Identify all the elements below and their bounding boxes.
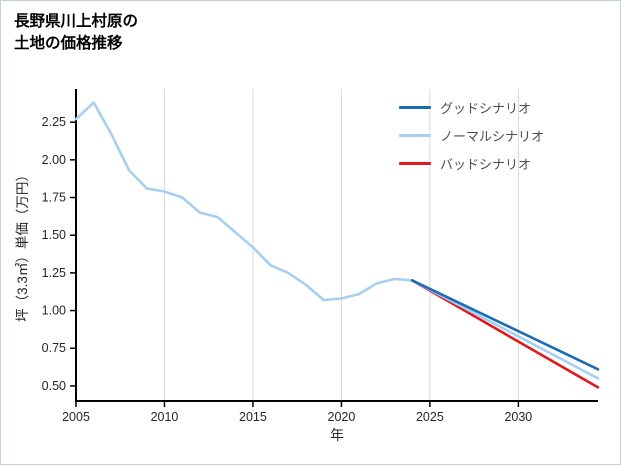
series-line (410, 279, 600, 371)
legend-swatch (399, 105, 431, 109)
x-tick-label: 2025 (416, 410, 444, 424)
y-tick-label: 1.25 (42, 266, 66, 280)
x-tick-label: 2030 (504, 410, 532, 424)
legend-item: バッドシナリオ (399, 149, 544, 177)
series-line (74, 101, 600, 380)
y-tick-label: 2.00 (42, 153, 66, 167)
legend-label: バッドシナリオ (440, 156, 532, 172)
y-tick-label: 0.75 (42, 341, 66, 355)
legend-item: グッドシナリオ (399, 93, 544, 121)
x-tick-label: 2005 (62, 410, 90, 424)
series-line (410, 279, 600, 389)
x-tick-label: 2010 (151, 410, 179, 424)
legend-label: グッドシナリオ (440, 100, 532, 116)
y-tick-label: 0.50 (42, 379, 66, 393)
y-tick-label: 1.50 (42, 228, 66, 242)
legend-label: ノーマルシナリオ (440, 128, 545, 144)
chart-title-line1: 長野県川上村原の (14, 13, 139, 30)
y-tick-label: 1.75 (42, 191, 66, 205)
x-tick-label: 2015 (239, 410, 267, 424)
legend-swatch (399, 133, 431, 137)
x-axis-label: 年 (330, 427, 344, 443)
legend-item: ノーマルシナリオ (399, 121, 544, 149)
chart-legend: グッドシナリオ ノーマルシナリオ バッドシナリオ (399, 93, 544, 177)
x-tick-label: 2020 (328, 410, 356, 424)
legend-swatch (399, 161, 431, 165)
chart-title-line2: 土地の価格推移 (14, 35, 123, 52)
y-tick-label: 1.00 (42, 304, 66, 318)
chart-title: 長野県川上村原の 土地の価格推移 (14, 11, 138, 55)
y-tick-label: 2.25 (42, 115, 66, 129)
